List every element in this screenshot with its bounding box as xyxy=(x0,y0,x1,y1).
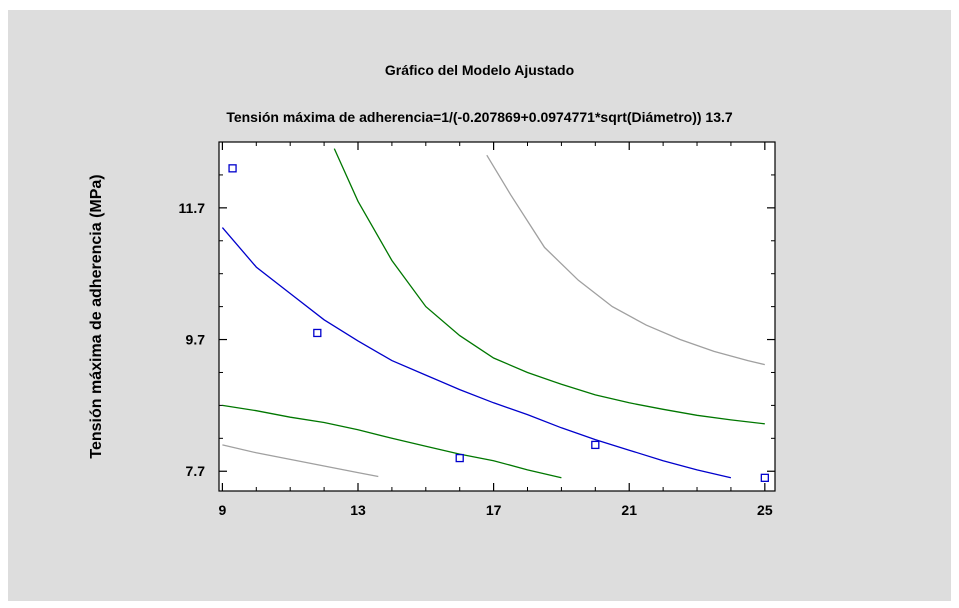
y-tick-label: 9.7 xyxy=(186,332,206,348)
x-tick-label: 21 xyxy=(621,502,637,518)
fit-line xyxy=(221,227,732,479)
y-tick-label: 11.7 xyxy=(179,200,206,216)
plot-area xyxy=(218,141,776,492)
x-tick-label: 25 xyxy=(757,502,773,518)
data-point xyxy=(455,453,464,463)
prediction-upper-line xyxy=(486,154,765,366)
y-axis-label: Tensión máxima de adherencia (MPa) xyxy=(88,174,105,458)
prediction-lower-line xyxy=(222,444,379,478)
chart-title: Gráfico del Modelo Ajustado xyxy=(384,62,575,78)
y-tick-label: 7.7 xyxy=(186,463,206,479)
x-tick-label: 17 xyxy=(486,502,502,518)
x-tick-label: 13 xyxy=(350,502,366,518)
data-point xyxy=(313,328,322,338)
confidence-lower-line xyxy=(222,404,562,479)
data-point xyxy=(591,440,600,450)
data-point xyxy=(760,473,769,482)
chart-subtitle: Tensión máxima de adherencia=1/(-0.20786… xyxy=(226,109,733,125)
confidence-upper-line xyxy=(333,148,765,425)
x-tick-label: 9 xyxy=(218,502,226,518)
data-point xyxy=(228,164,237,173)
